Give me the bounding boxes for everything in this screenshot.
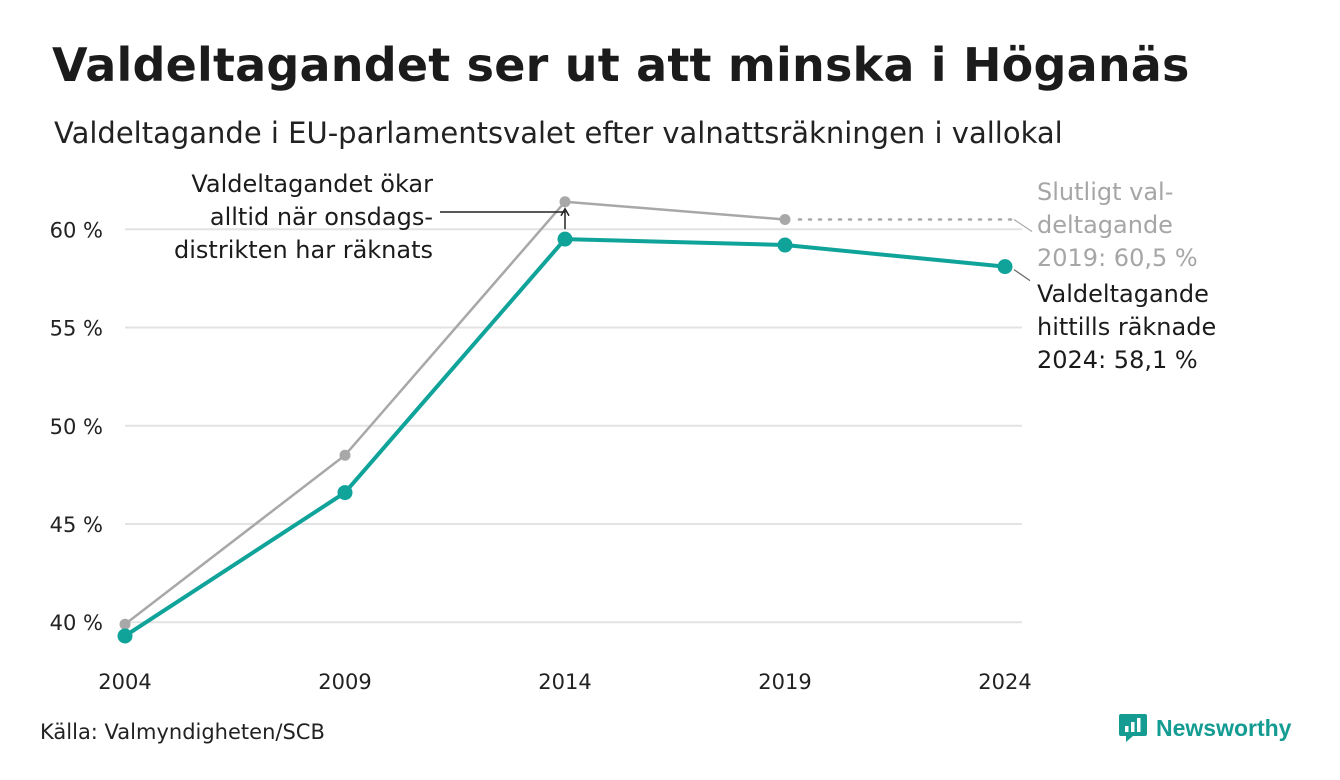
- y-tick-label: 50 %: [50, 415, 103, 439]
- series-counted-point: [997, 259, 1013, 275]
- series-counted-line: [123, 237, 1007, 638]
- final-note-line: 2019: 60,5 %: [1037, 244, 1198, 272]
- x-tick-label: 2009: [318, 670, 371, 694]
- y-tick-label: 60 %: [50, 218, 103, 242]
- series-counted-point: [557, 231, 573, 247]
- series-final-line: [123, 200, 787, 626]
- current-note-line: Valdeltagande: [1037, 280, 1209, 308]
- y-tick-label: 40 %: [50, 611, 103, 635]
- rise-arrow-head: [560, 207, 570, 217]
- source-note: Källa: Valmyndigheten/SCB: [40, 720, 325, 744]
- rise-note-line: Valdeltagandet ökar: [191, 170, 433, 198]
- x-tick-label: 2024: [978, 670, 1031, 694]
- brand-name: Newsworthy: [1156, 714, 1292, 741]
- line-chart: 40 % 45 % 50 % 55 % 60 % 2004 2009 2014 2019 202…: [50, 170, 1217, 694]
- page-subtitle: Valdeltagande i EU-parlamentsvalet efter…: [54, 116, 1063, 150]
- page-title: Valdeltagandet ser ut att minska i Högan…: [52, 38, 1190, 92]
- rise-note-line: distrikten har räknats: [174, 236, 433, 264]
- series-final-point: [779, 213, 791, 225]
- series-counted-point: [777, 237, 793, 253]
- series-final-point: [339, 449, 351, 461]
- x-tick-label: 2014: [538, 670, 591, 694]
- brand-logo[interactable]: Newsworthy: [1118, 712, 1291, 744]
- final-note-line: Slutligt val-: [1037, 178, 1173, 206]
- series-counted-point: [337, 485, 353, 501]
- newsworthy-logo-icon: [1119, 714, 1147, 742]
- series-final-point: [119, 618, 131, 630]
- x-tick-label: 2004: [98, 670, 151, 694]
- current-note-line: hittills räknade: [1037, 313, 1216, 341]
- x-tick-label: 2019: [758, 670, 811, 694]
- current-note-line: 2024: 58,1 %: [1037, 346, 1198, 374]
- series-final-point: [559, 196, 571, 208]
- rise-note-line: alltid när onsdags-: [210, 203, 433, 231]
- y-tick-label: 55 %: [50, 317, 103, 341]
- final-note-line: deltagande: [1037, 211, 1173, 239]
- final-note-leader: [1013, 218, 1033, 232]
- series-counted-point: [117, 628, 133, 644]
- y-tick-label: 45 %: [50, 513, 103, 537]
- current-note-leader: [1013, 269, 1031, 282]
